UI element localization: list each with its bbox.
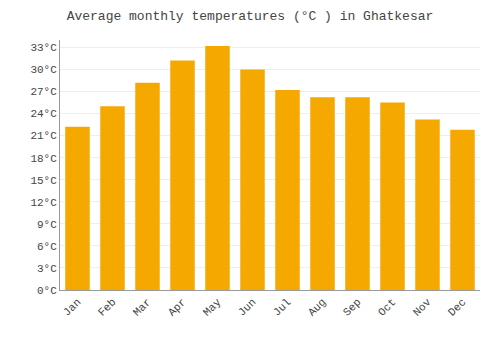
svg-text:Jul: Jul (271, 296, 293, 318)
svg-text:Jan: Jan (61, 296, 83, 318)
svg-text:3°C: 3°C (37, 263, 57, 275)
svg-text:33°C: 33°C (30, 42, 57, 54)
svg-text:9°C: 9°C (37, 219, 57, 231)
svg-text:May: May (201, 296, 224, 319)
svg-text:Apr: Apr (166, 296, 188, 318)
svg-text:21°C: 21°C (30, 130, 57, 142)
svg-text:Aug: Aug (306, 296, 328, 318)
svg-text:Average monthly temperatures (: Average monthly temperatures (°C ) in Gh… (67, 9, 434, 24)
svg-text:12°C: 12°C (30, 197, 57, 209)
svg-text:Sep: Sep (341, 296, 363, 318)
svg-text:27°C: 27°C (30, 86, 57, 98)
svg-text:18°C: 18°C (30, 153, 57, 165)
svg-text:0°C: 0°C (37, 285, 57, 297)
svg-text:24°C: 24°C (30, 108, 57, 120)
svg-text:6°C: 6°C (37, 241, 57, 253)
svg-text:Oct: Oct (376, 296, 398, 318)
svg-text:30°C: 30°C (30, 64, 57, 76)
svg-text:Dec: Dec (446, 296, 468, 318)
svg-text:Nov: Nov (411, 296, 434, 319)
svg-text:15°C: 15°C (30, 175, 57, 187)
svg-text:Feb: Feb (96, 296, 118, 318)
svg-text:Mar: Mar (131, 296, 153, 318)
svg-text:Jun: Jun (236, 296, 258, 318)
